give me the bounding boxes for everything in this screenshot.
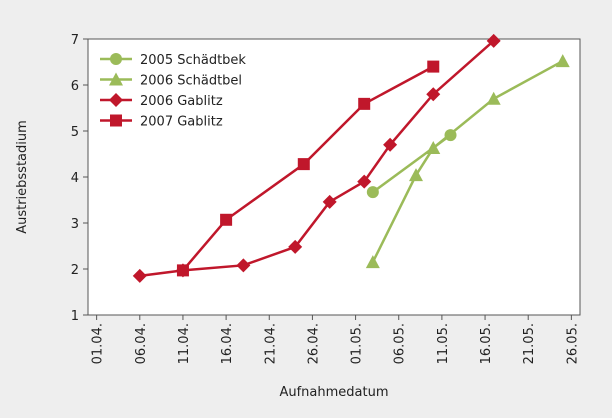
marker (486, 91, 501, 105)
marker (236, 258, 251, 273)
marker (555, 54, 570, 68)
marker (426, 87, 441, 102)
x-tick-label: 01.04. (91, 323, 106, 364)
x-axis-label: Aufnahmedatum (279, 385, 388, 400)
legend-label: 2005 Schädtbek (140, 53, 246, 68)
y-tick-label: 2 (71, 263, 79, 278)
x-tick-label: 21.04. (263, 323, 278, 364)
marker (486, 33, 501, 48)
marker (110, 114, 122, 127)
y-tick-label: 3 (71, 217, 79, 232)
marker (109, 72, 123, 86)
marker (288, 239, 303, 254)
y-tick-label: 7 (71, 33, 79, 48)
x-tick-label: 11.05. (436, 323, 451, 364)
marker (365, 255, 380, 269)
x-tick-label: 11.04. (177, 323, 192, 364)
marker (110, 53, 122, 65)
x-tick-label: 26.04. (306, 323, 321, 364)
y-tick-label: 4 (71, 171, 79, 186)
marker (109, 93, 123, 107)
x-tick-label: 16.04. (220, 323, 235, 364)
legend-label: 2006 Schädtbel (140, 74, 242, 89)
y-tick-label: 5 (71, 125, 79, 140)
plot-area (87, 38, 581, 316)
x-tick-label: 06.04. (134, 323, 149, 364)
marker (132, 268, 147, 283)
y-axis-label: Austriebsstadium (15, 120, 30, 234)
legend-label: 2007 Gablitz (140, 115, 223, 130)
marker (357, 174, 372, 189)
marker (383, 137, 398, 152)
marker (366, 186, 379, 199)
x-tick-label: 06.05. (393, 323, 408, 364)
y-tick-label: 6 (71, 79, 79, 94)
marker (322, 194, 337, 209)
x-tick-label: 26.05. (565, 323, 580, 364)
legend-label: 2006 Gablitz (140, 94, 223, 109)
marker (220, 213, 233, 226)
marker (426, 141, 441, 155)
marker (409, 168, 423, 182)
marker (176, 264, 189, 277)
x-tick-label: 01.05. (350, 323, 365, 364)
marker (297, 158, 310, 171)
marker (427, 60, 440, 73)
x-tick-label: 16.05. (479, 323, 494, 364)
marker (358, 97, 371, 110)
x-tick-label: 21.05. (522, 323, 537, 364)
y-tick-label: 1 (71, 309, 79, 324)
